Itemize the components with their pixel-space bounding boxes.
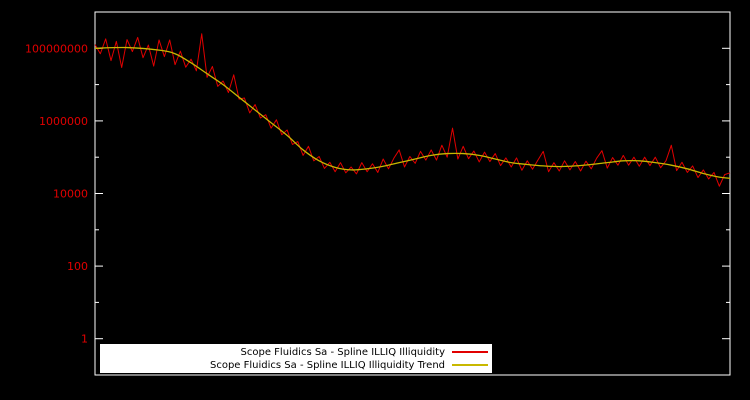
y-axis-tick-label: 1000000 [39,115,88,128]
series-illiquidity-line [94,33,731,187]
legend-line-sample-illiquidity [452,351,488,353]
legend-entry-trend: Scope Fluidics Sa - Spline ILLIQ Illiqui… [104,359,488,372]
y-axis-tick-label: 10000 [53,188,88,201]
legend-entry-illiquidity: Scope Fluidics Sa - Spline ILLIQ Illiqui… [104,346,488,359]
plot-border [94,11,731,376]
legend-label-trend: Scope Fluidics Sa - Spline ILLIQ Illiqui… [209,359,445,371]
series-trend-line [94,46,731,179]
y-axis-tick-label: 1 [81,333,88,346]
legend-line-sample-trend [452,364,488,366]
legend: Scope Fluidics Sa - Spline ILLIQ Illiqui… [100,344,492,373]
y-axis-tick-label: 100 [67,260,88,273]
y-axis-tick-label: 100000000 [25,42,88,55]
legend-label-illiquidity: Scope Fluidics Sa - Spline ILLIQ Illiqui… [240,346,445,358]
